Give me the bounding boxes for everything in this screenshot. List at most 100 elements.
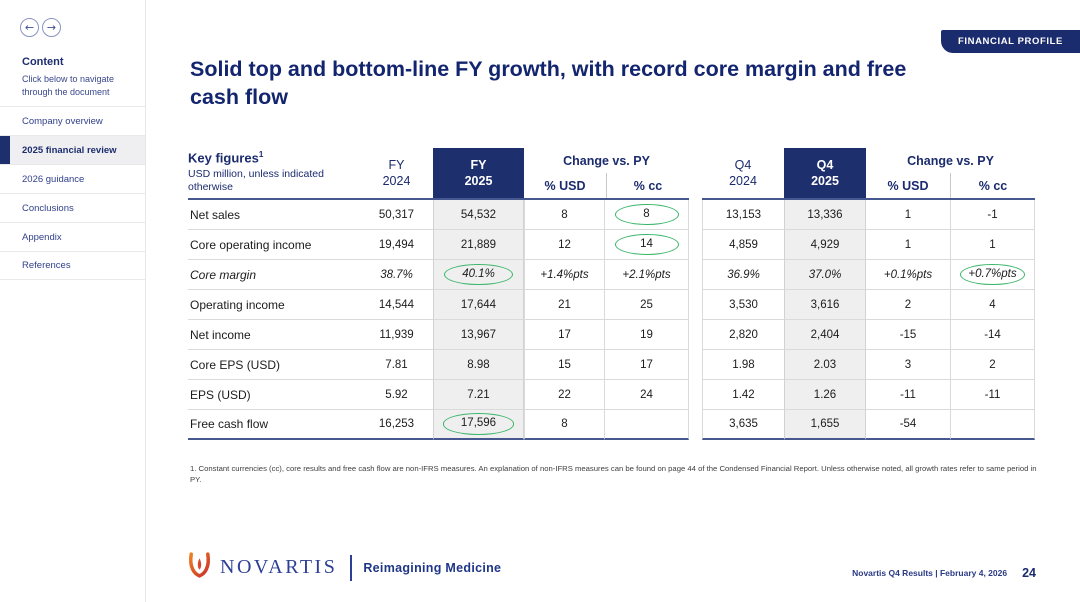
cell-fy2025: 17,596 [433,410,524,440]
cell-q4-cc: 2 [950,350,1035,380]
cell-q4-usd: 1 [866,200,950,230]
cell-q4-usd: 2 [866,290,950,320]
logo-divider [350,554,353,581]
sidebar-item-references[interactable]: References [0,251,145,280]
page-number: 24 [1022,566,1036,580]
cell-fy-usd: 17 [524,320,604,350]
cell-fy2024: 38.7% [360,260,433,290]
cell-q4-usd: +0.1%pts [866,260,950,290]
table-gap [689,230,702,260]
row-label: Core operating income [188,230,360,260]
cell-fy2024: 11,939 [360,320,433,350]
sidebar-item-appendix[interactable]: Appendix [0,222,145,251]
column-header-fy-2024: FY 2024 [360,148,433,200]
footnote-marker: 1 [258,150,264,159]
column-header-q4-usd: % USD [887,178,929,193]
column-header-fy-change: Change vs. PY % USD % cc [524,148,689,200]
table-gap [689,148,702,200]
key-figures-header: Key figures1 USD million, unless indicat… [188,148,360,200]
cell-q4-cc: -11 [950,380,1035,410]
highlight-ellipse: 8 [614,203,679,226]
cell-q4-usd: 3 [866,350,950,380]
cell-fy-usd: +1.4%pts [524,260,604,290]
cell-fy2024: 50,317 [360,200,433,230]
change-vs-py-label: Change vs. PY [907,153,994,168]
row-label: Net income [188,320,360,350]
table-gap [689,350,702,380]
cell-q42025: 4,929 [784,230,866,260]
cell-q42024: 1.42 [702,380,784,410]
cell-fy-usd: 8 [524,410,604,440]
table-gap [689,380,702,410]
key-figures-subtitle: USD million, unless indicated otherwise [188,168,324,194]
column-header-q4-cc: % cc [950,173,1035,198]
cell-fy2025: 54,532 [433,200,524,230]
sidebar-item-2025-financial-review[interactable]: 2025 financial review [0,135,145,164]
sidebar-title: Content [22,56,64,68]
sidebar-nav-list: Company overview 2025 financial review 2… [0,106,145,280]
cell-q42024: 3,530 [702,290,784,320]
cell-q42025: 2,404 [784,320,866,350]
cell-fy2025: 40.1% [433,260,524,290]
table-gap [689,320,702,350]
sidebar-content-header: Content Click below to navigate through … [22,56,127,99]
footnote: 1. Constant currencies (cc), core result… [190,464,1037,485]
column-header-q4-change: Change vs. PY % USD % cc [866,148,1035,200]
cell-fy2024: 14,544 [360,290,433,320]
row-label: Free cash flow [188,410,360,440]
cell-q4-usd: -11 [866,380,950,410]
row-label: Core EPS (USD) [188,350,360,380]
cell-fy2024: 7.81 [360,350,433,380]
cell-q42025: 1,655 [784,410,866,440]
sidebar-subtitle: Click below to navigate through the docu… [22,74,115,98]
cell-fy-usd: 22 [524,380,604,410]
sidebar-item-2026-guidance[interactable]: 2026 guidance [0,164,145,193]
column-header-q4-2024: Q4 2024 [702,148,784,200]
row-label: EPS (USD) [188,380,360,410]
cell-fy-cc: 19 [604,320,689,350]
novartis-flame-icon [187,551,212,584]
nav-arrows: ← → [20,18,61,37]
cell-fy-usd: 15 [524,350,604,380]
novartis-logo: NOVARTIS Reimagining Medicine [187,551,501,584]
cell-fy-cc: 14 [604,230,689,260]
sidebar-item-conclusions[interactable]: Conclusions [0,193,145,222]
cell-q4-cc: -14 [950,320,1035,350]
highlight-ellipse: 14 [614,233,679,256]
cell-q42024: 1.98 [702,350,784,380]
cell-fy2025: 8.98 [433,350,524,380]
row-label: Core margin [188,260,360,290]
slide-title: Solid top and bottom-line FY growth, wit… [190,57,907,109]
row-label: Operating income [188,290,360,320]
cell-q42025: 3,616 [784,290,866,320]
navigation-sidebar: ← → Content Click below to navigate thro… [0,0,146,602]
cell-fy-cc [604,410,689,440]
cell-q4-cc: 1 [950,230,1035,260]
cell-q4-usd: -54 [866,410,950,440]
cell-fy-cc: 25 [604,290,689,320]
cell-q4-cc: -1 [950,200,1035,230]
cell-q4-cc: +0.7%pts [950,260,1035,290]
table-gap [689,260,702,290]
sidebar-item-company-overview[interactable]: Company overview [0,106,145,135]
forward-arrow-icon[interactable]: → [42,18,61,37]
row-label: Net sales [188,200,360,230]
key-figures-table: Key figures1 USD million, unless indicat… [188,148,1035,440]
cell-fy-usd: 21 [524,290,604,320]
back-arrow-icon[interactable]: ← [20,18,39,37]
footer-meta: Novartis Q4 Results | February 4, 2026 2… [852,566,1036,580]
key-figures-title: Key figures1 [188,150,264,166]
brand-wordmark: NOVARTIS [220,556,338,578]
cell-q4-usd: -15 [866,320,950,350]
cell-fy2024: 16,253 [360,410,433,440]
cell-q42024: 13,153 [702,200,784,230]
cell-fy2024: 5.92 [360,380,433,410]
column-header-fy-cc: % cc [606,173,689,198]
cell-fy-usd: 8 [524,200,604,230]
cell-fy2025: 7.21 [433,380,524,410]
table-gap [689,410,702,440]
cell-q42024: 4,859 [702,230,784,260]
highlight-ellipse: +0.7%pts [960,263,1025,286]
column-header-fy-usd: % USD [544,178,586,193]
